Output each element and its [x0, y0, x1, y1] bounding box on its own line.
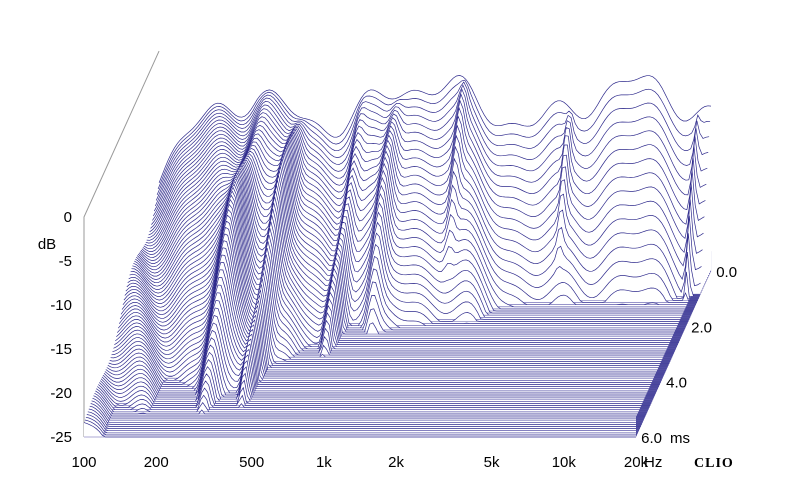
decay-slice-line	[145, 139, 698, 301]
decay-slice-line	[155, 84, 709, 201]
decay-slice-line	[153, 99, 706, 217]
decay-slice-line	[153, 93, 707, 212]
x-tick-label: 10k	[552, 454, 577, 471]
y-tick-label: -20	[50, 385, 72, 402]
decay-slices	[83, 75, 712, 438]
z-tick-label: 6.0	[641, 430, 662, 447]
y-tick-label: -10	[50, 297, 72, 314]
z-tick-label: 2.0	[691, 319, 712, 336]
slice-fill	[98, 381, 651, 406]
left-wall-line	[83, 50, 160, 437]
decay-slice-line	[157, 79, 711, 190]
x-tick-label: 100	[71, 454, 96, 471]
decay-slice-line	[154, 88, 708, 207]
decay-slice-line	[152, 106, 705, 225]
axes-labels: dB Hz ms CLIO 100 200 500 1k 2k 5k 10k 20k 0 -5 -1…	[38, 209, 737, 471]
y-tick-label: -15	[50, 341, 72, 358]
y-axis-unit-label: dB	[38, 236, 56, 253]
decay-slice-line	[151, 115, 704, 240]
x-tick-label: 2k	[388, 454, 404, 471]
decay-slice-line	[146, 137, 699, 299]
y-tick-label: -5	[59, 253, 72, 270]
y-tick-label: -25	[50, 429, 72, 446]
decay-slice-line	[89, 405, 642, 425]
decay-slice-line	[156, 81, 710, 196]
x-tick-label: 1k	[316, 454, 332, 471]
slice-fill	[89, 406, 642, 425]
decay-slice-line	[90, 403, 643, 423]
x-tick-label: 5k	[484, 454, 500, 471]
decay-slice-line	[149, 124, 702, 271]
clio-brand-label: CLIO	[694, 456, 734, 471]
z-tick-label: 0.0	[716, 264, 737, 281]
x-tick-label: 500	[239, 454, 264, 471]
x-tick-label: 20k	[624, 454, 649, 471]
decay-slice-line	[150, 120, 703, 254]
decay-slice-line	[144, 140, 697, 303]
decay-slice-line	[158, 75, 712, 184]
decay-slice-line	[148, 129, 701, 287]
slice-fill	[97, 386, 650, 408]
z-axis-unit-label: ms	[670, 430, 690, 447]
z-tick-label: 4.0	[666, 375, 687, 392]
y-tick-label: 0	[64, 209, 72, 226]
slice-fill	[90, 403, 643, 423]
decay-slice-line	[147, 133, 700, 297]
x-axis-unit-label: Hz	[644, 454, 662, 471]
x-tick-label: 200	[144, 454, 169, 471]
